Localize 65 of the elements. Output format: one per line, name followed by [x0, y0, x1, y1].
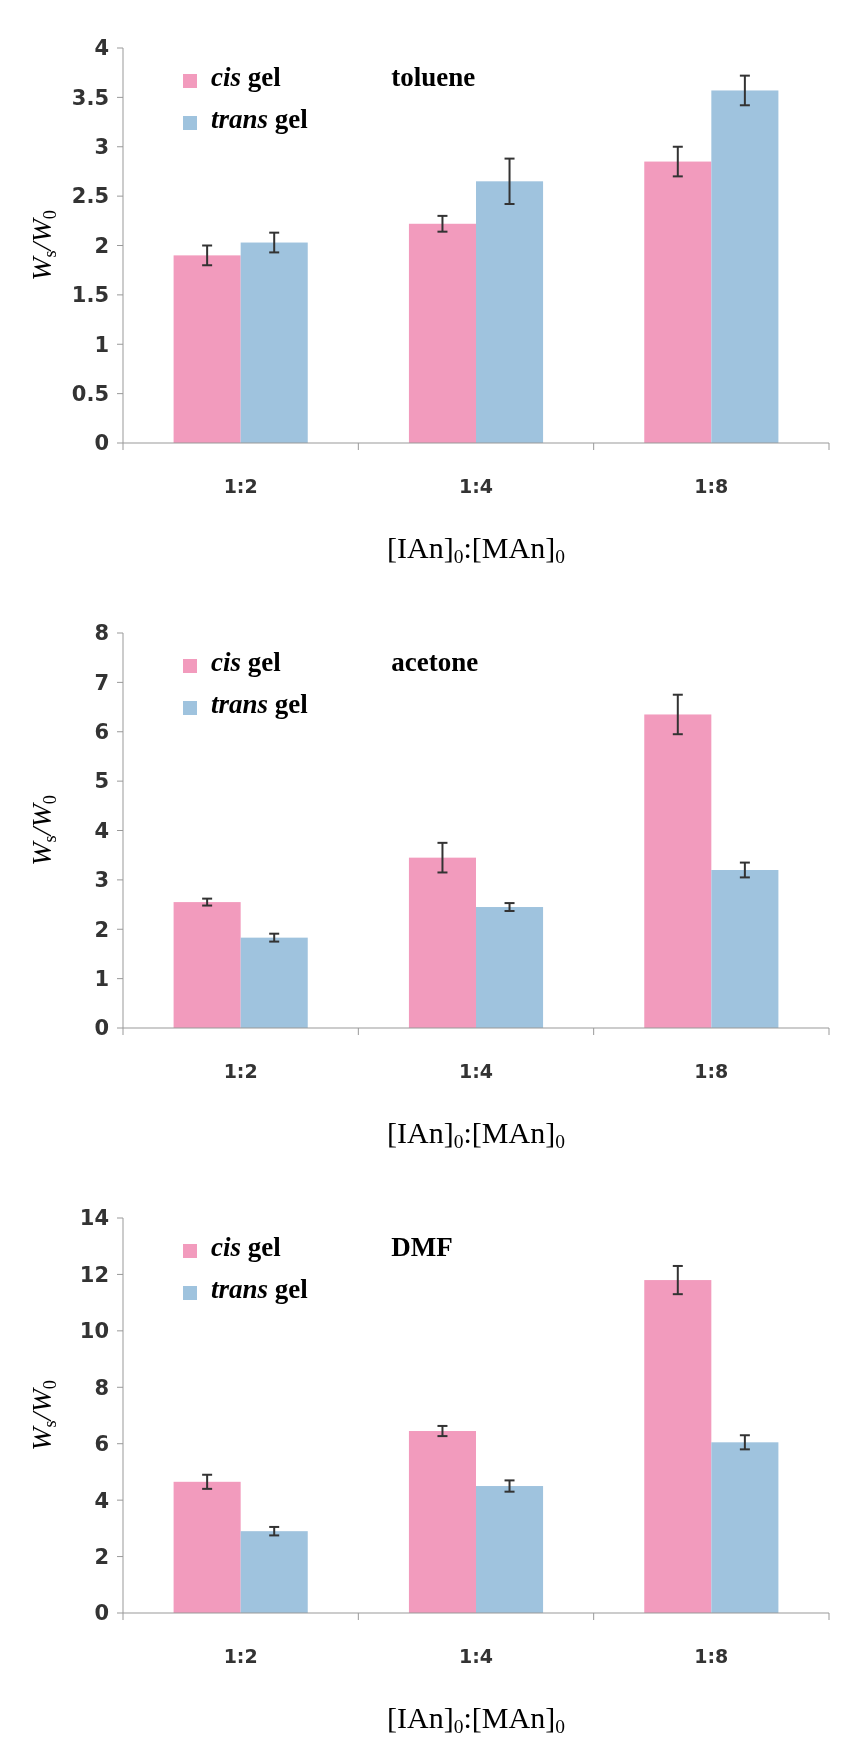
- y-tick-label: 10: [79, 1319, 109, 1344]
- legend-label: trans gel: [211, 1274, 309, 1304]
- y-tick-label: 0.5: [71, 381, 109, 406]
- bar: [240, 1531, 308, 1613]
- annotation: toluene: [391, 62, 476, 92]
- y-tick-label: 8: [94, 1375, 109, 1400]
- bar: [476, 907, 544, 1028]
- x-axis-title: [IAn]$_{0}$:[MAn]$_{0}$: [387, 1701, 565, 1737]
- bar: [476, 181, 544, 443]
- x-tick-label: 1:8: [694, 475, 729, 497]
- annotation: DMF: [391, 1232, 453, 1262]
- y-tick-label: 0: [94, 1016, 109, 1041]
- y-tick-label: 7: [94, 670, 109, 695]
- annotation: acetone: [391, 647, 479, 677]
- x-axis-title: [IAn]$_{0}$:[MAn]$_{0}$: [387, 531, 565, 567]
- y-tick-label: 2: [94, 233, 109, 258]
- y-tick-label: 14: [79, 1206, 109, 1231]
- legend-label: trans gel: [211, 104, 309, 134]
- x-tick-label: 1:2: [223, 1645, 258, 1667]
- y-tick-label: 2.5: [71, 184, 109, 209]
- bar: [711, 90, 779, 443]
- x-tick-label: 1:8: [694, 1645, 729, 1667]
- bar: [711, 870, 779, 1028]
- legend-label: trans gel: [211, 689, 309, 719]
- y-tick-label: 5: [94, 769, 109, 794]
- bar: [644, 1280, 712, 1613]
- x-tick-label: 1:4: [458, 475, 494, 497]
- y-tick-label: 1.5: [71, 283, 109, 308]
- x-tick-label: 1:2: [223, 475, 258, 497]
- bar: [240, 937, 308, 1028]
- bar: [644, 714, 712, 1028]
- y-tick-label: 8: [94, 621, 109, 646]
- bar: [240, 242, 308, 443]
- y-tick-label: 6: [94, 1432, 109, 1457]
- x-tick-label: 1:4: [458, 1645, 494, 1667]
- y-tick-label: 1: [94, 332, 109, 357]
- y-tick-label: 3: [94, 135, 109, 160]
- y-tick-label: 2: [94, 917, 109, 942]
- bar: [711, 1442, 779, 1613]
- y-tick-label: 4: [94, 1488, 109, 1513]
- y-tick-label: 1: [94, 966, 109, 991]
- bar: [644, 161, 712, 443]
- y-tick-label: 4: [94, 36, 109, 61]
- x-tick-label: 1:8: [694, 1060, 729, 1082]
- x-tick-label: 1:2: [223, 1060, 258, 1082]
- y-tick-label: 4: [94, 818, 109, 843]
- bar: [408, 857, 476, 1028]
- bar: [173, 255, 241, 443]
- y-tick-label: 3: [94, 868, 109, 893]
- y-tick-label: 6: [94, 720, 109, 745]
- legend-label: cis gel: [211, 647, 282, 677]
- bar: [173, 1481, 241, 1613]
- bar: [476, 1486, 544, 1613]
- x-axis-title: [IAn]$_{0}$:[MAn]$_{0}$: [387, 1116, 565, 1152]
- y-tick-label: 0: [94, 431, 109, 456]
- bar: [173, 902, 241, 1028]
- y-tick-label: 12: [79, 1262, 109, 1287]
- legend-label: cis gel: [211, 62, 282, 92]
- y-tick-label: 0: [94, 1601, 109, 1626]
- y-tick-label: 3.5: [71, 85, 109, 110]
- bar: [408, 1431, 476, 1613]
- y-tick-label: 2: [94, 1544, 109, 1569]
- x-tick-label: 1:4: [458, 1060, 494, 1082]
- bar: [408, 223, 476, 443]
- legend-label: cis gel: [211, 1232, 282, 1262]
